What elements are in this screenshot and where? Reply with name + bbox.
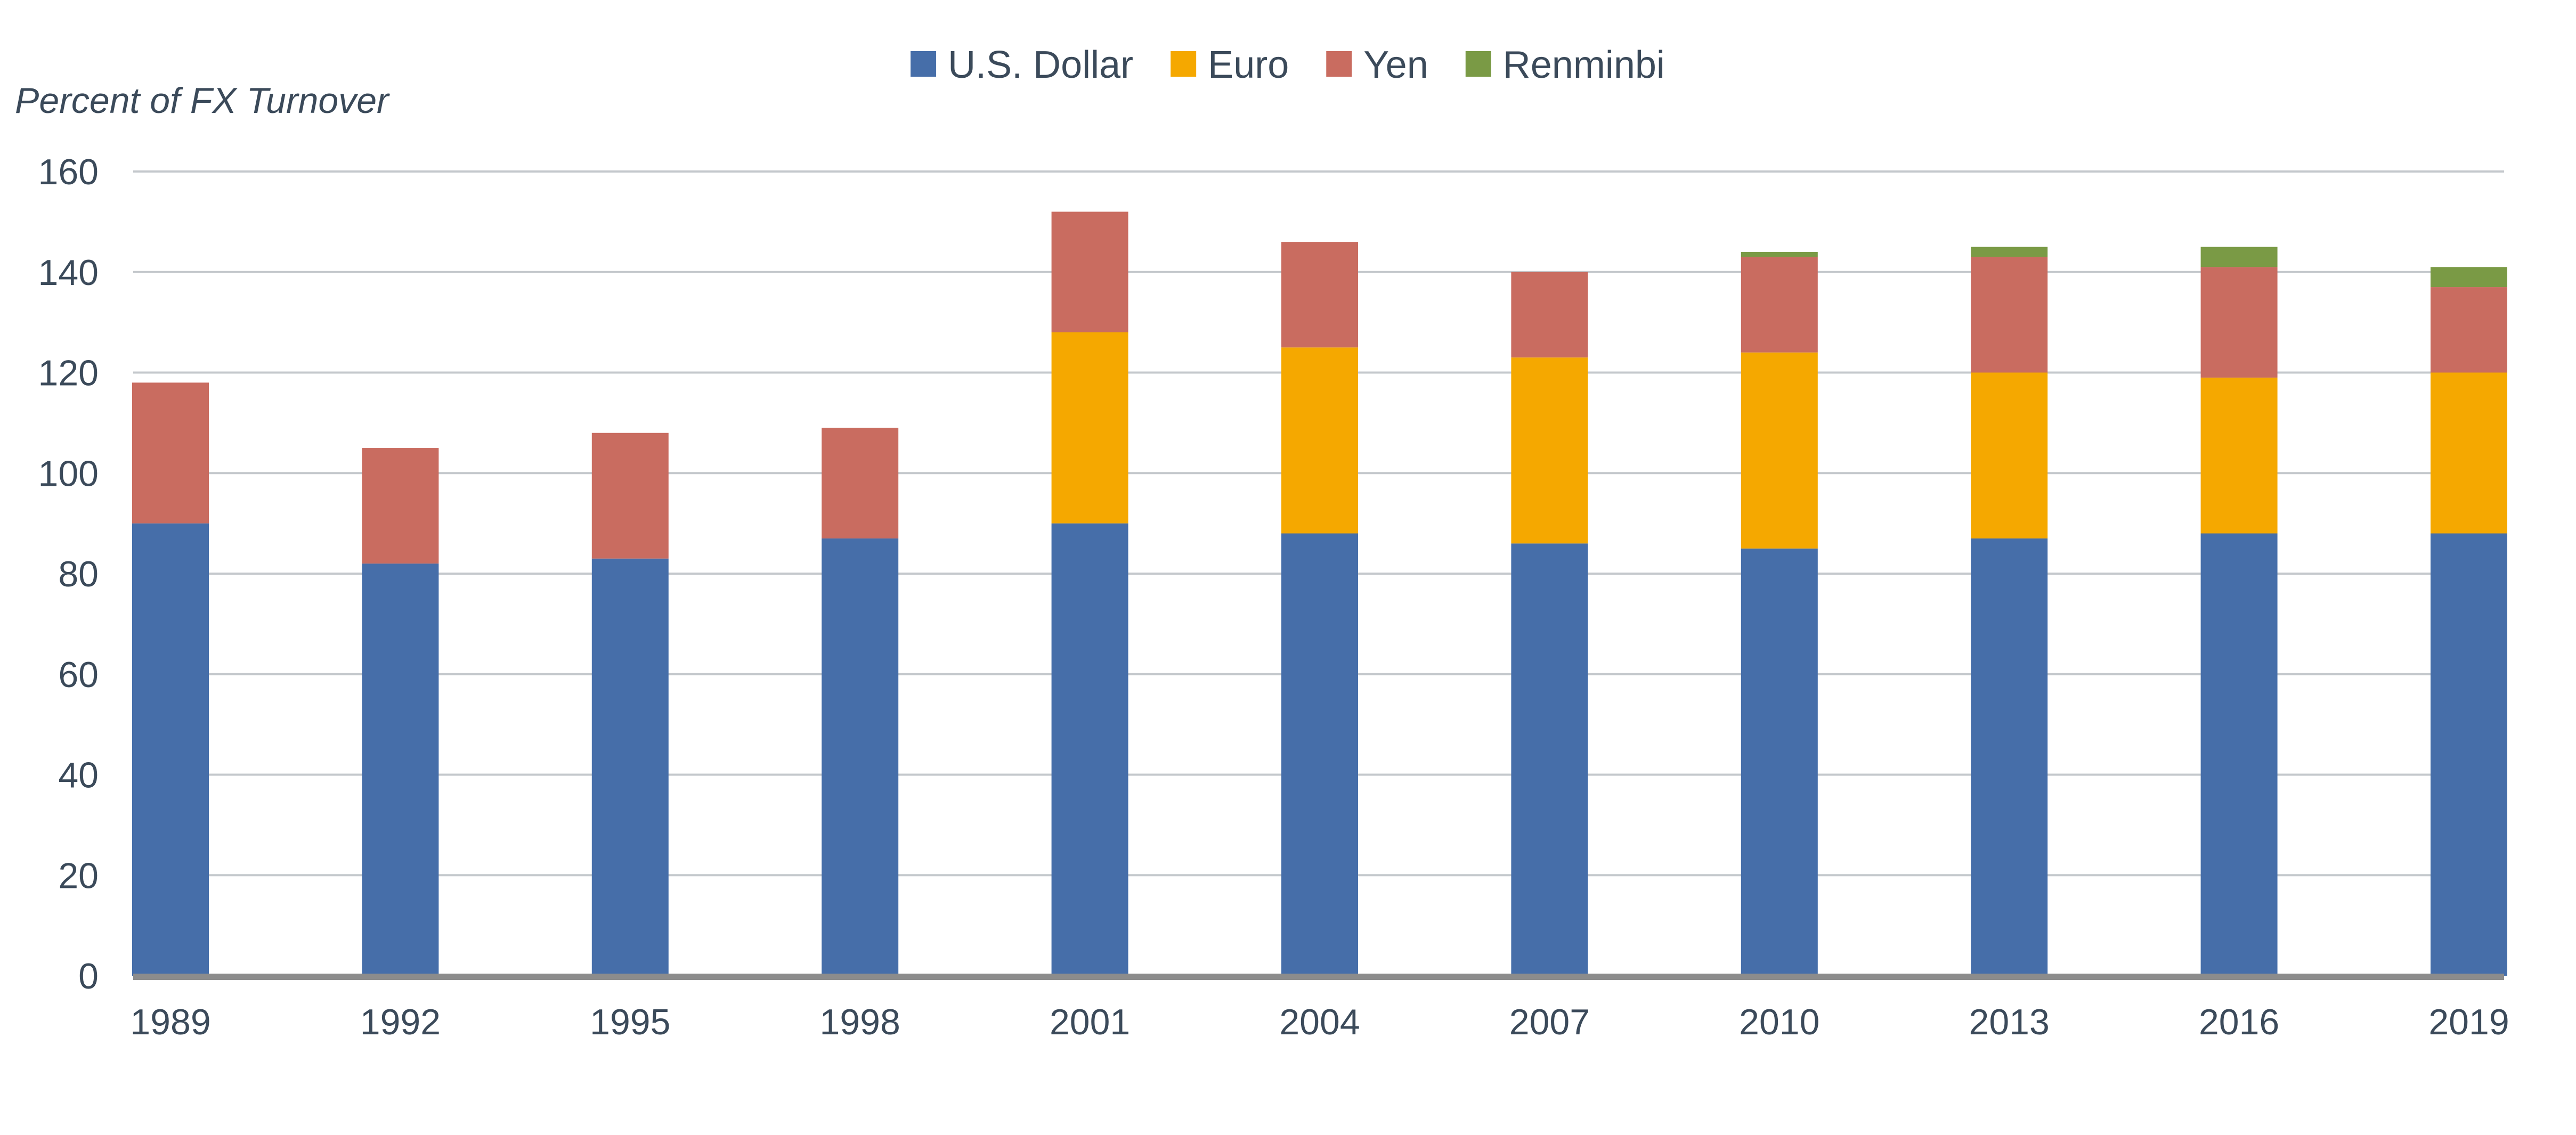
legend-label-u-s-dollar: U.S. Dollar <box>948 44 1133 86</box>
bar-u-s-dollar-2010 <box>1741 548 1818 976</box>
bar-group-1989 <box>132 382 209 976</box>
legend-label-renminbi: Renminbi <box>1503 44 1665 86</box>
bar-yen-2001 <box>1051 211 1128 332</box>
bar-euro-2001 <box>1051 332 1128 524</box>
bar-u-s-dollar-2007 <box>1511 543 1588 976</box>
bar-yen-1995 <box>591 432 669 559</box>
y-tick-label: 0 <box>78 956 99 997</box>
bar-yen-1989 <box>132 382 209 524</box>
y-tick-label: 160 <box>38 152 99 192</box>
bar-yen-2013 <box>1971 257 2048 373</box>
legend-swatch-euro <box>1171 51 1197 77</box>
x-tick-labels: 1989 1992 1995 1998 2001 2004 2007 2010 2013 2016… <box>130 1002 2509 1042</box>
legend-label-yen: Yen <box>1363 44 1428 86</box>
bar-euro-2019 <box>2431 372 2507 534</box>
bar-euro-2016 <box>2200 377 2278 534</box>
legend-swatch-yen <box>1326 51 1352 77</box>
y-tick-label: 100 <box>38 453 99 494</box>
bar-yen-1998 <box>822 428 899 538</box>
bar-group-2010 <box>1741 252 1818 976</box>
x-tick-label-1989: 1989 <box>130 1002 210 1042</box>
x-tick-label-2016: 2016 <box>2199 1002 2279 1042</box>
bar-group-1995 <box>591 432 669 976</box>
bar-euro-2013 <box>1971 372 2048 538</box>
x-tick-label-2007: 2007 <box>1509 1002 1590 1042</box>
y-tick-label: 140 <box>38 252 99 293</box>
bar-renminbi-2016 <box>2200 247 2278 267</box>
bars <box>132 211 2507 976</box>
y-tick-label: 20 <box>58 855 99 896</box>
bar-group-2019 <box>2431 267 2507 976</box>
x-tick-label-2019: 2019 <box>2428 1002 2509 1042</box>
bar-u-s-dollar-2001 <box>1051 523 1128 976</box>
bar-group-1992 <box>362 448 439 976</box>
bar-u-s-dollar-2019 <box>2431 533 2507 976</box>
bar-u-s-dollar-2016 <box>2200 533 2278 976</box>
bar-yen-2004 <box>1281 242 1358 348</box>
x-tick-label-2004: 2004 <box>1279 1002 1360 1042</box>
x-tick-label-2013: 2013 <box>1969 1002 2050 1042</box>
bar-yen-2007 <box>1511 272 1588 358</box>
x-tick-label-1992: 1992 <box>360 1002 441 1042</box>
bar-u-s-dollar-1995 <box>591 558 669 976</box>
bar-euro-2007 <box>1511 357 1588 544</box>
bar-u-s-dollar-2004 <box>1281 533 1358 976</box>
bar-u-s-dollar-1998 <box>822 538 899 976</box>
x-tick-label-2010: 2010 <box>1739 1002 1819 1042</box>
bar-u-s-dollar-1989 <box>132 523 209 976</box>
bar-euro-2004 <box>1281 347 1358 534</box>
bar-yen-2010 <box>1741 257 1818 353</box>
bar-renminbi-2010 <box>1741 252 1818 257</box>
bar-group-2016 <box>2200 247 2278 976</box>
bar-yen-1992 <box>362 448 439 564</box>
bar-group-2004 <box>1281 242 1358 976</box>
y-tick-label: 60 <box>58 655 99 695</box>
bar-u-s-dollar-1992 <box>362 564 439 976</box>
bar-renminbi-2019 <box>2431 267 2507 288</box>
bar-group-2013 <box>1971 247 2048 976</box>
bar-group-1998 <box>822 428 899 976</box>
bar-group-2007 <box>1511 272 1588 976</box>
bar-euro-2010 <box>1741 352 1818 549</box>
y-axis-label: Percent of FX Turnover <box>15 80 390 121</box>
legend: U.S. Dollar Euro Yen Renminbi <box>911 44 1665 86</box>
bar-renminbi-2013 <box>1971 247 2048 257</box>
y-tick-labels: 0 20 40 60 80 100 120 140 160 <box>38 152 99 997</box>
y-tick-label: 120 <box>38 353 99 394</box>
legend-label-euro: Euro <box>1208 44 1289 86</box>
bar-yen-2016 <box>2200 267 2278 378</box>
bar-u-s-dollar-2013 <box>1971 538 2048 976</box>
legend-swatch-u-s-dollar <box>911 51 937 77</box>
x-tick-label-2001: 2001 <box>1050 1002 1130 1042</box>
legend-swatch-renminbi <box>1465 51 1491 77</box>
y-tick-label: 40 <box>58 755 99 796</box>
y-tick-label: 80 <box>58 554 99 594</box>
bar-yen-2019 <box>2431 287 2507 373</box>
bar-group-2001 <box>1051 211 1128 976</box>
x-tick-label-1995: 1995 <box>590 1002 670 1042</box>
x-tick-label-1998: 1998 <box>820 1002 900 1042</box>
